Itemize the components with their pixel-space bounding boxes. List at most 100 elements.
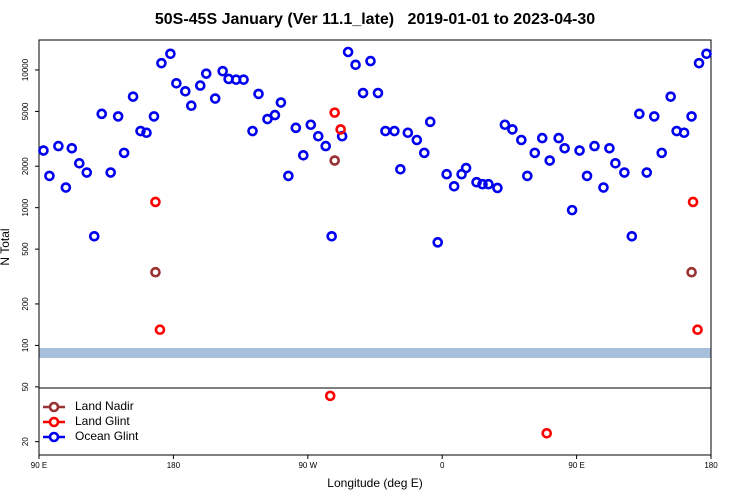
marker bbox=[610, 157, 621, 169]
marker bbox=[171, 77, 182, 89]
marker bbox=[217, 65, 228, 77]
marker bbox=[44, 170, 55, 182]
x-tick-label: 90 E bbox=[31, 461, 47, 470]
marker bbox=[693, 57, 705, 69]
legend-label: Land Nadir bbox=[75, 399, 134, 413]
marker bbox=[544, 155, 556, 166]
plot-frame bbox=[38, 39, 712, 456]
marker bbox=[275, 97, 287, 108]
marker bbox=[499, 119, 511, 131]
y-tick-label: 5000 bbox=[21, 102, 30, 120]
band bbox=[39, 348, 711, 358]
chart-title: 50S-45S January (Ver 11.1_late) 2019-01-… bbox=[155, 11, 595, 28]
y-tick-label: 2000 bbox=[21, 157, 30, 175]
x-tick-label: 180 bbox=[167, 461, 181, 470]
marker bbox=[678, 127, 690, 139]
marker bbox=[335, 124, 346, 135]
marker bbox=[194, 80, 206, 91]
marker bbox=[522, 170, 533, 182]
marker bbox=[329, 155, 340, 166]
marker bbox=[326, 230, 337, 242]
marker bbox=[686, 111, 697, 122]
marker bbox=[432, 237, 444, 248]
marker bbox=[477, 178, 488, 190]
marker bbox=[88, 230, 100, 242]
marker bbox=[283, 170, 294, 182]
y-tick-label: 50 bbox=[21, 382, 30, 391]
marker bbox=[127, 91, 139, 102]
marker bbox=[687, 196, 699, 208]
marker bbox=[418, 147, 430, 159]
marker bbox=[701, 48, 712, 60]
marker bbox=[656, 147, 668, 159]
marker bbox=[441, 168, 452, 180]
marker bbox=[448, 180, 460, 192]
marker bbox=[357, 87, 369, 99]
marker bbox=[60, 182, 72, 193]
marker bbox=[389, 125, 400, 137]
marker bbox=[619, 167, 630, 178]
marker bbox=[154, 324, 166, 335]
marker bbox=[148, 111, 160, 122]
legend-marker bbox=[48, 431, 60, 443]
y-tick-label: 200 bbox=[21, 297, 30, 311]
marker bbox=[372, 87, 384, 99]
marker bbox=[411, 134, 423, 146]
x-tick-label: 90 E bbox=[568, 461, 584, 470]
legend-marker bbox=[48, 416, 60, 428]
marker bbox=[38, 145, 49, 156]
marker bbox=[290, 122, 302, 134]
marker bbox=[686, 266, 697, 278]
marker bbox=[566, 204, 578, 216]
marker bbox=[598, 182, 609, 193]
y-tick-label: 500 bbox=[21, 242, 30, 256]
marker bbox=[150, 266, 161, 278]
marker bbox=[209, 93, 221, 104]
marker bbox=[112, 111, 124, 122]
marker bbox=[483, 178, 494, 190]
y-axis-label: N Total bbox=[0, 228, 12, 265]
marker bbox=[156, 57, 167, 69]
marker bbox=[186, 100, 197, 112]
marker bbox=[324, 390, 336, 402]
marker bbox=[634, 108, 645, 120]
marker bbox=[118, 147, 130, 159]
x-axis-label: Longitude (deg E) bbox=[327, 476, 422, 490]
legend-label: Ocean Glint bbox=[75, 429, 139, 443]
marker bbox=[536, 132, 548, 144]
y-tick-label: 20 bbox=[21, 437, 30, 446]
marker bbox=[141, 127, 152, 139]
marker bbox=[641, 167, 653, 178]
marker bbox=[529, 147, 541, 159]
marker bbox=[507, 124, 518, 135]
marker bbox=[53, 140, 64, 152]
marker bbox=[365, 55, 376, 67]
y-tick-label: 10000 bbox=[21, 58, 30, 81]
marker bbox=[312, 130, 324, 142]
marker bbox=[74, 157, 85, 169]
marker bbox=[350, 59, 361, 71]
marker bbox=[135, 125, 146, 137]
x-tick-label: 90 W bbox=[298, 461, 317, 470]
marker bbox=[424, 116, 436, 128]
marker bbox=[247, 125, 258, 137]
marker bbox=[180, 85, 191, 97]
legend-marker bbox=[48, 401, 60, 413]
marker bbox=[559, 142, 570, 154]
marker bbox=[253, 88, 264, 100]
marker bbox=[150, 196, 161, 208]
marker bbox=[165, 48, 176, 60]
marker bbox=[692, 324, 703, 335]
marker bbox=[574, 145, 585, 156]
marker bbox=[395, 163, 406, 175]
marker bbox=[460, 162, 472, 174]
y-tick-label: 1000 bbox=[21, 198, 30, 216]
marker bbox=[541, 427, 553, 439]
marker bbox=[298, 150, 309, 161]
marker bbox=[581, 170, 593, 182]
marker bbox=[492, 182, 503, 194]
legend-label: Land Glint bbox=[75, 414, 130, 428]
marker bbox=[238, 74, 249, 85]
